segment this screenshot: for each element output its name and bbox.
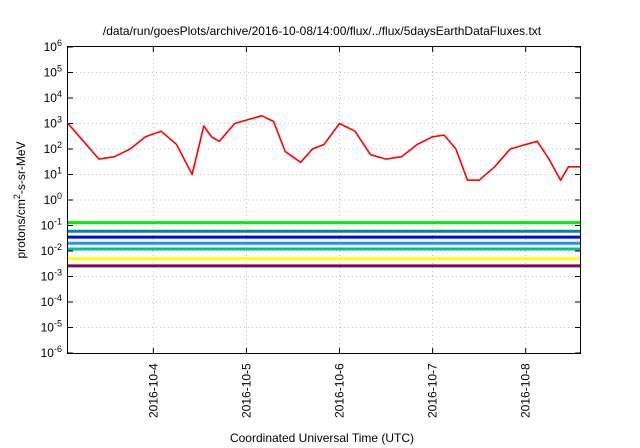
plot-frame [67, 46, 581, 354]
series-line [67, 115, 580, 181]
y-tick-label: 10-6 [41, 344, 62, 360]
x-tick-label: 2016-10-8 [519, 363, 533, 418]
x-tick-label: 2016-10-7 [426, 363, 440, 418]
y-tick-label: 100 [44, 191, 62, 207]
grid-lines [68, 47, 580, 353]
x-tick-label: 2016-10-5 [239, 363, 253, 418]
y-tick-label: 103 [44, 115, 62, 131]
y-tick-label: 105 [44, 64, 62, 80]
x-axis-label: Coordinated Universal Time (UTC) [230, 431, 414, 445]
y-axis: 10-6 10-5 10-4 10-3 10-2 10-1 100 101 102 103 104 1… [41, 38, 580, 360]
y-tick-label: 102 [44, 140, 62, 156]
y-tick-label: 10-3 [41, 268, 62, 284]
series-layer [67, 115, 580, 268]
y-tick-label: 10-2 [41, 242, 62, 258]
y-tick-label: 101 [44, 166, 62, 182]
y-tick-label: 10-5 [41, 319, 62, 335]
chart-title: /data/run/goesPlots/archive/2016-10-08/1… [103, 24, 542, 38]
y-tick-label: 104 [44, 89, 62, 105]
x-tick-label: 2016-10-6 [333, 363, 347, 418]
y-tick-label: 10-1 [41, 217, 62, 233]
y-tick-label: 106 [44, 38, 62, 54]
x-tick-label: 2016-10-4 [146, 363, 160, 418]
y-axis-label: protons/cm2-s-sr-MeV [12, 141, 28, 258]
y-tick-label: 10-4 [41, 293, 62, 309]
x-axis: 2016-10-4 2016-10-5 2016-10-6 2016-10-7 2016… [146, 47, 533, 418]
